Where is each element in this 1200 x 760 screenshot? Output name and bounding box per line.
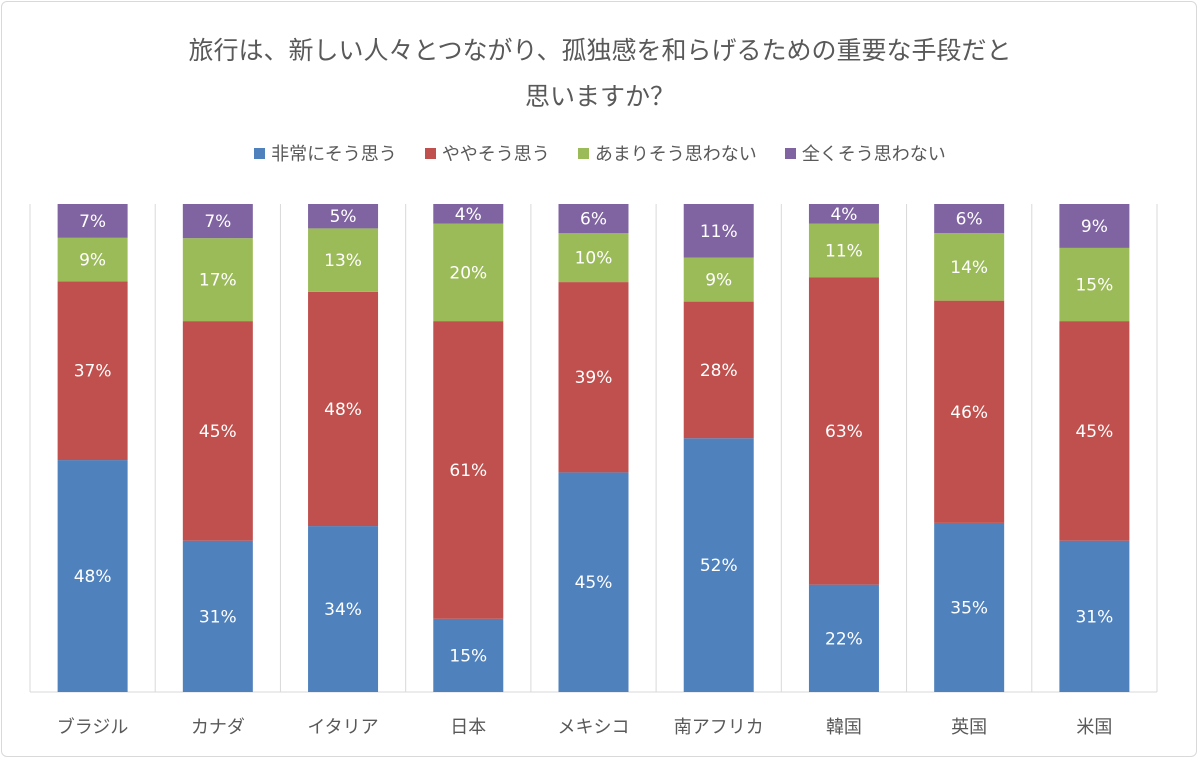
data-label: 4% [455, 205, 482, 225]
data-label: 13% [324, 251, 362, 271]
x-tick-label: メキシコ [558, 717, 630, 738]
legend-label: ややそう思う [441, 144, 550, 165]
bar-segment [683, 257, 754, 302]
x-tick-label: 韓国 [826, 717, 862, 738]
legend-item: ややそう思う [424, 140, 550, 166]
bar-segment [558, 472, 629, 692]
bar-segment [182, 321, 253, 541]
data-label: 48% [324, 400, 362, 420]
data-label: 15% [449, 646, 487, 666]
data-label: 9% [1081, 217, 1108, 237]
legend-item: あまりそう思わない [577, 140, 757, 166]
bar-segment [308, 526, 379, 692]
legend-swatch [577, 147, 589, 159]
legend: 非常にそう思う ややそう思う あまりそう思わない 全くそう思わない [0, 140, 1200, 166]
x-tick-label: 日本 [450, 717, 486, 738]
data-label: 6% [580, 210, 607, 230]
data-label: 48% [74, 567, 112, 587]
bar-segment [182, 540, 253, 692]
bar-segment [308, 228, 379, 292]
legend-item: 非常にそう思う [254, 140, 397, 166]
bar-segment [1059, 540, 1130, 692]
data-label: 45% [1075, 422, 1113, 442]
bar-segment [182, 238, 253, 322]
bar-segment [808, 223, 879, 278]
data-label: 14% [950, 258, 988, 278]
data-label: 9% [705, 271, 732, 291]
chart-title: 旅行は、新しい人々とつながり、孤独感を和らげるための重要な手段だと 思いますか？ [188, 36, 1012, 111]
bar-segment [433, 618, 504, 692]
x-tick-label: 英国 [951, 717, 987, 738]
data-label: 61% [449, 461, 487, 481]
data-label: 34% [324, 600, 362, 620]
legend-swatch [784, 147, 796, 159]
data-label: 9% [79, 251, 106, 271]
data-label: 37% [74, 362, 112, 382]
bar-segment [1059, 247, 1130, 322]
legend-label: 非常にそう思う [271, 144, 397, 165]
bar-segment [57, 237, 128, 282]
data-label: 15% [1075, 276, 1113, 296]
bar-segment [433, 223, 504, 322]
x-tick-label: カナダ [191, 717, 245, 738]
bar-segment [683, 438, 754, 692]
x-tick-label: イタリア [307, 717, 378, 738]
bar-segment [308, 291, 379, 527]
bar-segment [808, 277, 879, 585]
bar-segment [433, 204, 504, 224]
x-tick-label: 米国 [1076, 717, 1112, 738]
bar-segment [1059, 204, 1130, 248]
bar-segment [182, 204, 253, 239]
data-label: 31% [199, 607, 237, 627]
data-label: 22% [825, 629, 863, 649]
legend-swatch [254, 147, 266, 159]
x-tick-label: 南アフリカ [674, 717, 764, 738]
data-label: 11% [700, 222, 738, 242]
bar-segment [683, 204, 754, 258]
data-label: 45% [199, 422, 237, 442]
legend-item: 全くそう思わない [784, 140, 946, 166]
bar-segment [934, 232, 1005, 301]
data-label: 10% [575, 249, 613, 269]
data-label: 20% [449, 263, 487, 283]
bar-segment [808, 204, 879, 224]
data-label: 46% [950, 403, 988, 423]
data-label: 52% [700, 556, 738, 576]
legend-label: あまりそう思わない [594, 144, 757, 165]
data-label: 31% [1075, 607, 1113, 627]
bar-segment [808, 584, 879, 692]
x-tick-label: ブラジル [57, 716, 129, 738]
bar-segment [57, 204, 128, 238]
bar-segment [308, 204, 379, 229]
bar-segment [934, 522, 1005, 692]
bar-segment [1059, 321, 1130, 541]
legend-label: 全くそう思わない [801, 144, 946, 165]
data-label: 45% [575, 573, 613, 593]
data-label: 35% [950, 598, 988, 618]
data-label: 6% [956, 209, 983, 229]
bar-segment [433, 321, 504, 619]
data-label: 63% [825, 422, 863, 442]
data-label: 39% [575, 368, 613, 388]
bar-segment [683, 301, 754, 439]
bar-segment [934, 204, 1005, 233]
bar-segment [558, 282, 629, 473]
bar-segment [57, 460, 128, 692]
bar-segment [57, 281, 128, 461]
bar-segment [934, 300, 1005, 523]
legend-swatch [424, 147, 436, 159]
data-label: 7% [79, 212, 106, 232]
bar-segment [558, 233, 629, 283]
data-label: 11% [825, 241, 863, 261]
data-label: 5% [330, 207, 357, 227]
bar-segment [558, 204, 629, 234]
data-label: 4% [830, 205, 857, 225]
data-label: 17% [199, 271, 237, 291]
data-label: 28% [700, 361, 738, 381]
data-label: 7% [204, 212, 231, 232]
